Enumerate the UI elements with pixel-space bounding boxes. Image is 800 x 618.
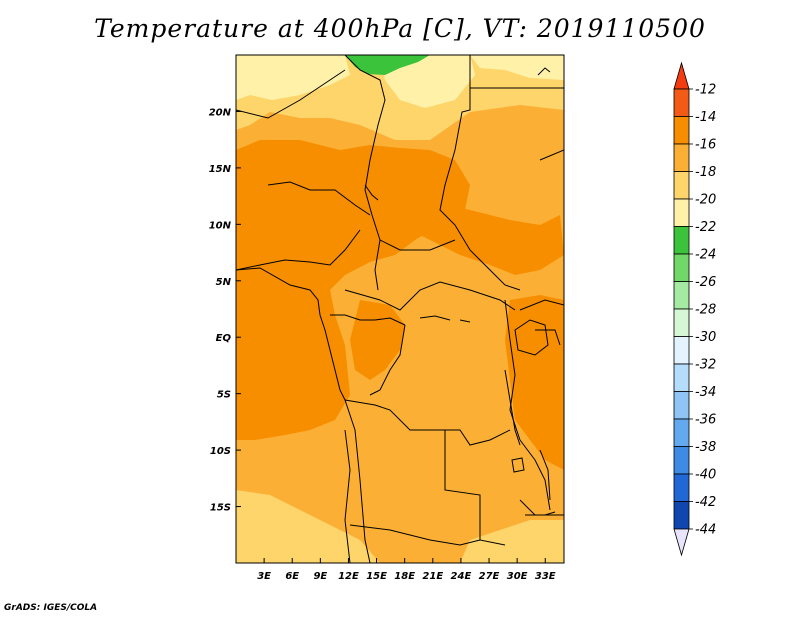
colorbar-box <box>673 308 690 337</box>
colorbar-label: -42 <box>695 495 716 510</box>
lake-outline <box>525 511 556 516</box>
border-line <box>535 329 561 346</box>
border-line <box>539 149 564 161</box>
lon-tick-label: 27E <box>479 571 500 582</box>
colorbar-label: -34 <box>695 385 716 400</box>
border-line <box>349 524 481 546</box>
colorbar-box <box>673 226 690 255</box>
border-line <box>344 399 511 446</box>
colorbar-box <box>673 363 690 392</box>
colorbar: -12 -14 -16 -18 -20 -22 -24 -26 -28 -30 -32 -34 -36 -… <box>673 61 716 557</box>
lake-outline <box>504 369 521 446</box>
lon-tick-label: 15E <box>366 571 387 582</box>
country-borders <box>236 55 564 563</box>
border-line <box>519 439 551 511</box>
colorbar-label: -36 <box>695 413 716 428</box>
lon-tick-label: 24E <box>451 571 472 582</box>
lat-tick-label: 5N <box>216 277 232 288</box>
colorbar-label: -12 <box>695 83 716 98</box>
colorbar-box <box>673 391 690 420</box>
lat-tick-label: 15S <box>210 503 231 514</box>
lon-tick-label: 6E <box>285 571 299 582</box>
colorbar-box <box>673 418 690 447</box>
border-line <box>369 324 406 396</box>
border-line <box>267 181 371 216</box>
border-line <box>379 239 456 251</box>
colorbar-box <box>673 501 690 530</box>
border-line <box>236 69 346 119</box>
field-southeast-cool <box>460 520 564 563</box>
lat-tick-label: 20N <box>209 107 232 118</box>
lake-outline <box>419 315 451 321</box>
colorbar-label: -24 <box>695 248 716 263</box>
lat-tick-label: 10N <box>209 220 232 231</box>
lake-outline <box>539 449 551 501</box>
colorbar-label: -18 <box>695 165 716 180</box>
lake-outline <box>537 67 551 76</box>
border-line <box>344 55 386 291</box>
colorbar-label: -22 <box>695 220 716 235</box>
colorbar-box <box>673 253 690 282</box>
lake-outline <box>511 457 525 473</box>
border-line <box>344 429 351 563</box>
colorbar-label: -38 <box>695 440 716 455</box>
colorbar-label: -30 <box>695 330 716 345</box>
colorbar-bottom-arrow <box>673 528 690 557</box>
colorbar-label: -40 <box>695 468 716 483</box>
colorbar-box <box>673 473 690 502</box>
colorbar-label: -44 <box>695 523 716 538</box>
field-central-warm <box>420 200 564 275</box>
field-north-coolest <box>236 55 350 100</box>
field-northeast-cool <box>470 55 564 80</box>
border-line <box>330 314 406 326</box>
border-line <box>519 299 564 311</box>
lon-tick-label: 21E <box>422 571 443 582</box>
border-line <box>344 281 516 311</box>
lat-tick-label: 5S <box>217 390 231 401</box>
colorbar-box <box>673 143 690 172</box>
grads-credit: GrADS: IGES/COLA <box>4 603 98 613</box>
colorbar-top-arrow <box>673 61 690 90</box>
border-line <box>444 430 506 546</box>
lat-tick-label: EQ <box>216 333 232 344</box>
border-line <box>236 229 361 271</box>
lon-tick-label: 3E <box>257 571 271 582</box>
lake-outline <box>459 319 471 323</box>
colorbar-label: -28 <box>695 303 716 318</box>
field-southwest-cool <box>236 490 380 563</box>
lon-tick-label: 9E <box>313 571 327 582</box>
colorbar-box <box>673 198 690 227</box>
map-frame <box>235 54 565 564</box>
coastline <box>236 267 371 563</box>
colorbar-box <box>673 171 690 200</box>
field-west-warm <box>236 140 470 440</box>
colorbar-box <box>673 446 690 475</box>
lon-tick-label: 18E <box>394 571 415 582</box>
border-line <box>439 55 521 291</box>
field-green-patch <box>345 55 430 75</box>
longitude-ticks: 3E 6E 9E 12E 15E 18E 21E 24E 27E 30E 33E <box>257 558 556 582</box>
latitude-ticks: 20N 15N 10N 5N EQ 5S 10S 15S <box>209 107 241 514</box>
colorbar-box <box>673 116 690 145</box>
lon-tick-label: 33E <box>535 571 556 582</box>
temperature-field <box>236 55 564 563</box>
field-north-coolest-2 <box>380 55 475 108</box>
colorbar-label: -20 <box>695 193 716 208</box>
lake-outline <box>364 184 379 201</box>
colorbar-label: -26 <box>695 275 716 290</box>
chart-title: Temperature at 400hPa [C], VT: 201911050… <box>94 14 706 43</box>
colorbar-box <box>673 88 690 117</box>
lon-tick-label: 30E <box>507 571 528 582</box>
colorbar-label: -14 <box>695 110 716 125</box>
lat-tick-label: 15N <box>209 164 232 175</box>
lat-tick-label: 10S <box>210 446 231 457</box>
lake-outline <box>514 319 549 356</box>
colorbar-box <box>673 281 690 310</box>
colorbar-box <box>673 336 690 365</box>
field-east-warm <box>505 295 564 470</box>
colorbar-label: -16 <box>695 138 716 153</box>
colorbar-label: -32 <box>695 358 716 373</box>
lon-tick-label: 12E <box>338 571 359 582</box>
